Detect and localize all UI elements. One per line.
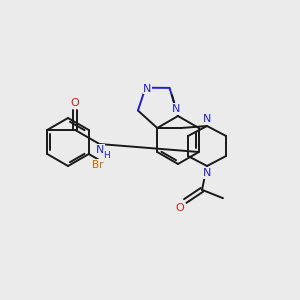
Text: O: O — [71, 98, 80, 108]
Text: N: N — [172, 104, 180, 114]
Text: Br: Br — [92, 160, 104, 170]
Text: N: N — [203, 114, 211, 124]
Text: H: H — [103, 151, 110, 160]
Text: N: N — [143, 84, 152, 94]
Text: N: N — [96, 145, 105, 155]
Text: O: O — [176, 203, 184, 213]
Text: N: N — [203, 168, 211, 178]
